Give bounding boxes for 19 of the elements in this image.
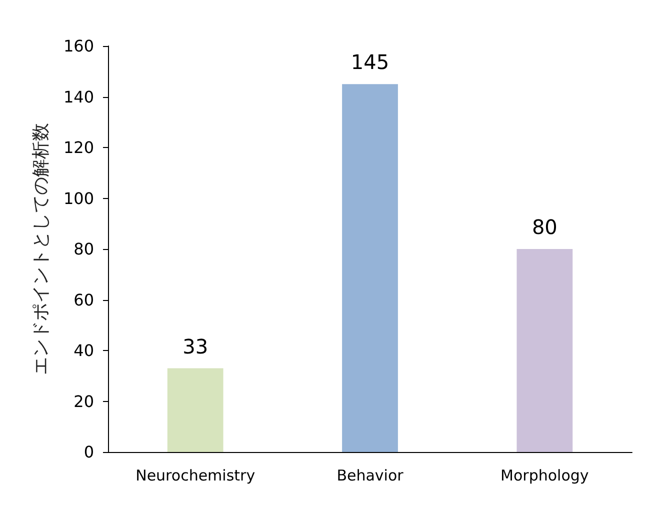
x-tick-label: Neurochemistry (136, 466, 256, 484)
bar (516, 249, 573, 452)
data-label: 33 (182, 334, 208, 358)
data-label: 145 (350, 50, 390, 74)
y-tick-label: 140 (63, 87, 94, 106)
y-axis-title: エンドポイントとしての解析数 (30, 123, 52, 375)
bar (167, 368, 224, 452)
y-tick-label: 20 (74, 392, 94, 411)
y-tick-label: 160 (63, 36, 94, 56)
data-label: 80 (532, 215, 558, 239)
y-tick-label: 40 (74, 341, 94, 360)
y-tick-label: 120 (63, 138, 94, 157)
x-tick-label: Morphology (500, 466, 589, 484)
y-tick-label: 80 (74, 240, 94, 258)
y-tick-label: 100 (63, 188, 94, 208)
y-tick-label: 0 (84, 442, 94, 462)
x-tick-label: Behavior (336, 466, 404, 484)
y-tick-label: 60 (74, 290, 94, 310)
bar (342, 84, 398, 452)
